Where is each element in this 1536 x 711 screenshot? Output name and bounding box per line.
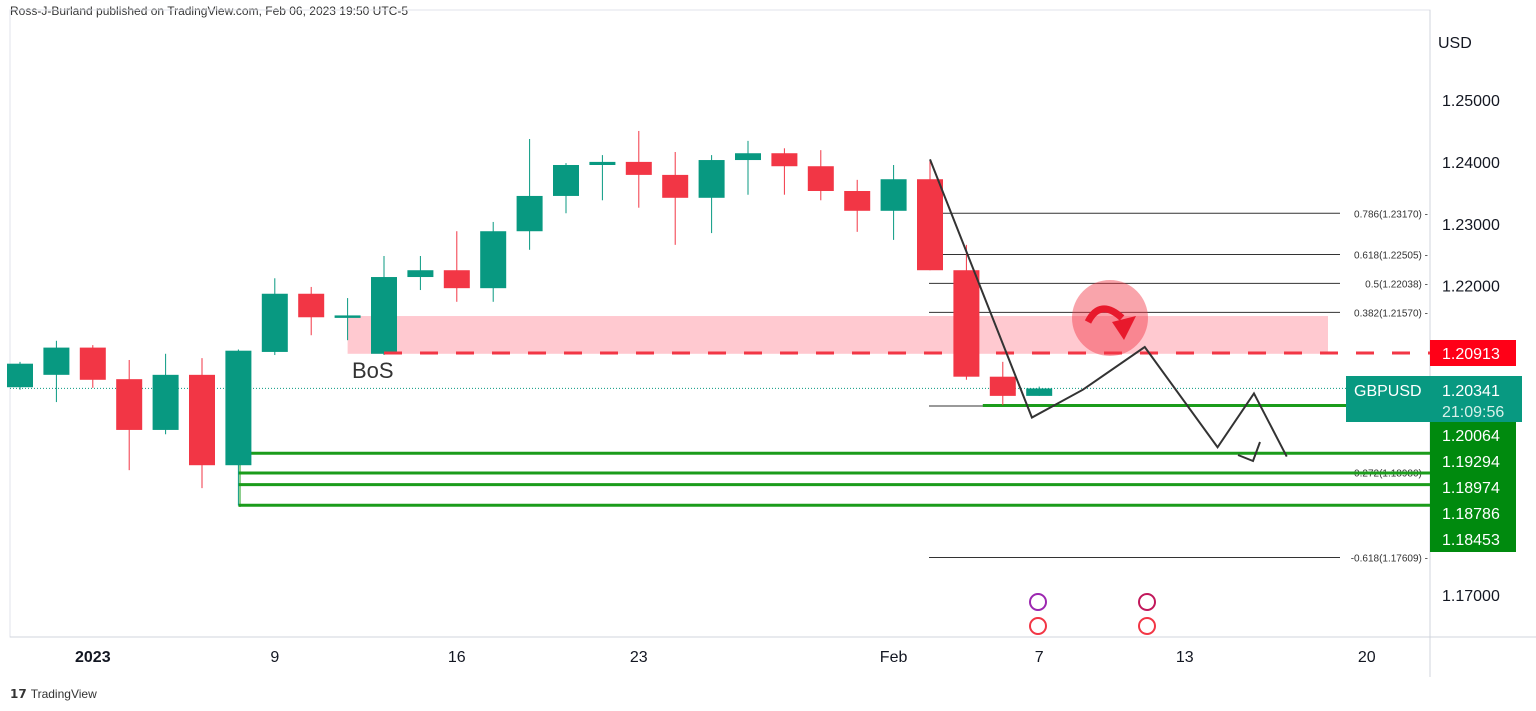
candle-body <box>407 270 434 278</box>
fib-level-label: 0.786(1.23170) - <box>1354 209 1428 220</box>
resistance-price-label-bg <box>1430 340 1516 366</box>
fib-level-label: 0.382(1.21570) - <box>1354 308 1428 319</box>
support-price-label: 1.20064 <box>1442 428 1500 445</box>
fib-level-label: 0.618(1.22505) - <box>1354 250 1428 261</box>
reversal-arrowhead-icon <box>1112 316 1136 340</box>
candle-body <box>953 270 980 377</box>
candle-body <box>735 153 761 161</box>
support-price-label-bg <box>1430 500 1516 526</box>
candle-body <box>807 166 834 191</box>
fib-level-label: 0.5(1.22038) - <box>1365 279 1428 290</box>
candle-body <box>334 315 361 318</box>
candle-body <box>79 347 106 380</box>
candle-body <box>1026 388 1053 396</box>
bos-label: BoS <box>352 358 394 383</box>
uk-flag-icon <box>1138 593 1156 611</box>
candle-body <box>880 179 907 211</box>
support-price-label: 1.18786 <box>1442 506 1500 523</box>
candle-body <box>589 161 616 165</box>
projection-arrowhead <box>1237 441 1261 463</box>
symbol-label: GBPUSD <box>1354 383 1422 400</box>
price-tick: 1.23000 <box>1442 217 1500 234</box>
price-tick: 1.25000 <box>1442 93 1500 110</box>
time-tick: 7 <box>1035 649 1044 666</box>
candle-body <box>43 347 70 375</box>
candle-body <box>917 179 943 271</box>
last-price-label: 1.20341 <box>1442 383 1500 400</box>
candle-body <box>189 374 215 466</box>
candle-body <box>553 164 579 196</box>
time-tick: 2023 <box>75 649 111 666</box>
candle-body <box>480 231 507 289</box>
time-tick: 23 <box>630 649 648 666</box>
projection-path <box>929 159 1288 458</box>
publish-header: Ross-J-Burland published on TradingView.… <box>10 4 408 18</box>
time-tick: 9 <box>270 649 279 666</box>
bar-countdown: 21:09:56 <box>1442 404 1504 421</box>
economic-event-icon <box>1029 593 1047 611</box>
us-flag-icon <box>1138 617 1156 635</box>
tradingview-brand: 𝟭𝟳 TradingView <box>10 687 97 701</box>
candle-body <box>625 161 652 175</box>
time-tick: 16 <box>448 649 466 666</box>
support-price-label: 1.18974 <box>1442 480 1500 497</box>
tv-logo-icon: 𝟭𝟳 <box>10 687 27 701</box>
price-tick: 1.17000 <box>1442 588 1500 605</box>
us-flag-icon <box>1029 617 1047 635</box>
price-tick: 1.22000 <box>1442 279 1500 296</box>
support-price-label: 1.18453 <box>1442 532 1500 549</box>
candle-body <box>844 190 871 211</box>
candle-body <box>516 195 543 232</box>
candle-body <box>261 293 288 352</box>
candle-body <box>989 376 1016 396</box>
price-tick: 1.24000 <box>1442 155 1500 172</box>
candle-body <box>7 363 33 388</box>
support-price-label-bg <box>1430 422 1516 448</box>
candle-body <box>771 153 798 167</box>
reversal-arrow-icon <box>1084 305 1125 324</box>
bos-zone <box>347 316 1329 354</box>
time-tick: Feb <box>880 649 908 666</box>
support-price-label: 1.19294 <box>1442 454 1500 471</box>
resistance-price-label: 1.20913 <box>1442 346 1500 363</box>
candle-body <box>116 379 143 430</box>
candle-body <box>698 160 725 198</box>
candle-body <box>298 293 325 318</box>
support-price-label-bg <box>1430 526 1516 552</box>
reversal-circle <box>1072 280 1148 356</box>
fib-level-label: -0.618(1.17609) - <box>1351 554 1428 565</box>
currency-label: USD <box>1438 35 1472 52</box>
time-tick: 20 <box>1358 649 1376 666</box>
candle-body <box>662 174 689 198</box>
support-price-label-bg <box>1430 448 1516 474</box>
last-price-badge <box>1346 376 1522 422</box>
candle-body <box>152 374 179 430</box>
candle-body <box>371 277 397 354</box>
candle-body <box>225 350 252 466</box>
time-tick: 13 <box>1176 649 1194 666</box>
candle-body <box>443 270 470 289</box>
support-price-label-bg <box>1430 474 1516 500</box>
